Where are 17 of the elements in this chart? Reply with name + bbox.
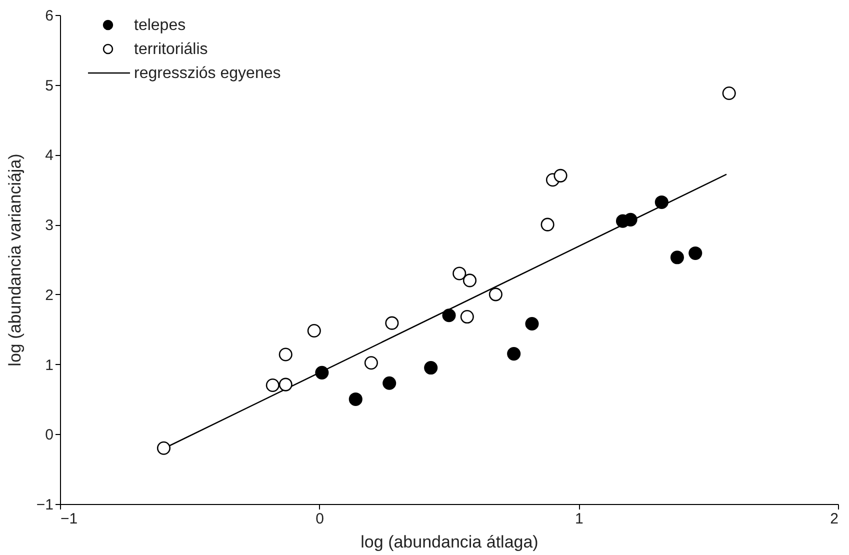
y-tick-label: 1 bbox=[45, 356, 54, 374]
y-tick-label: −1 bbox=[36, 496, 54, 514]
y-tick-label: 0 bbox=[45, 426, 54, 444]
y-tick-label: 5 bbox=[45, 77, 54, 94]
legend-label: regressziós egyenes bbox=[134, 65, 281, 82]
x-tick-label: −1 bbox=[60, 510, 78, 528]
y-tick-label: 3 bbox=[45, 217, 54, 234]
x-tick-label: 1 bbox=[574, 510, 584, 528]
x-axis-title: log (abundancia átlaga) bbox=[360, 532, 538, 552]
x-tick-label: 2 bbox=[830, 510, 838, 528]
y-tick-label: 4 bbox=[45, 147, 54, 164]
legend-label: territoriális bbox=[134, 41, 208, 58]
legend-label: telepes bbox=[134, 17, 186, 34]
y-tick-label: 6 bbox=[45, 8, 54, 24]
y-tick-label: 2 bbox=[45, 286, 54, 304]
x-tick-label: 0 bbox=[316, 510, 324, 528]
y-axis-title: log (abundancia varianciája) bbox=[5, 154, 24, 366]
